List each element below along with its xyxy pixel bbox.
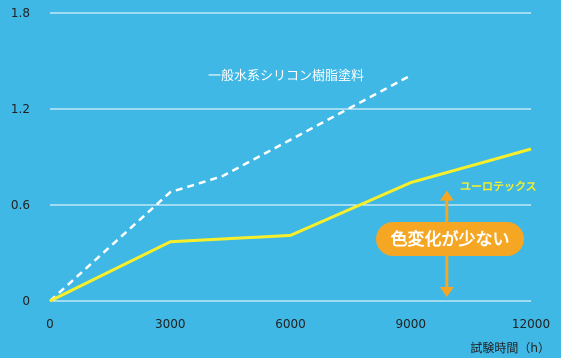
series-label-highlight: ユーロテックス [460,180,537,193]
y-tick-label: 0.6 [11,198,30,212]
x-tick-label: 0 [46,317,54,331]
y-tick-labels: 0 0.6 1.2 1.8 [11,6,30,308]
x-tick-label: 3000 [155,317,186,331]
arrow-head-up [439,190,454,201]
x-tick-label: 12000 [512,317,550,331]
x-axis-label: 試験時間（h） [470,340,550,355]
callout-box [376,222,524,256]
series-label-reference: 一般水系シリコン樹脂塗料 [208,68,364,84]
x-tick-label: 9000 [395,317,426,331]
x-tick-labels: 0 3000 6000 9000 12000 [46,317,550,331]
annotation: 色変化が少ない [376,190,524,297]
series-lines [49,74,532,303]
arrow-head-down [439,287,454,297]
x-tick-label: 6000 [275,317,306,331]
y-tick-label: 1.8 [11,6,30,20]
y-tick-label: 1.2 [11,102,30,116]
callout-text: 色変化が少ない [391,229,510,250]
y-tick-label: 0 [22,294,30,308]
gridlines [50,12,531,302]
